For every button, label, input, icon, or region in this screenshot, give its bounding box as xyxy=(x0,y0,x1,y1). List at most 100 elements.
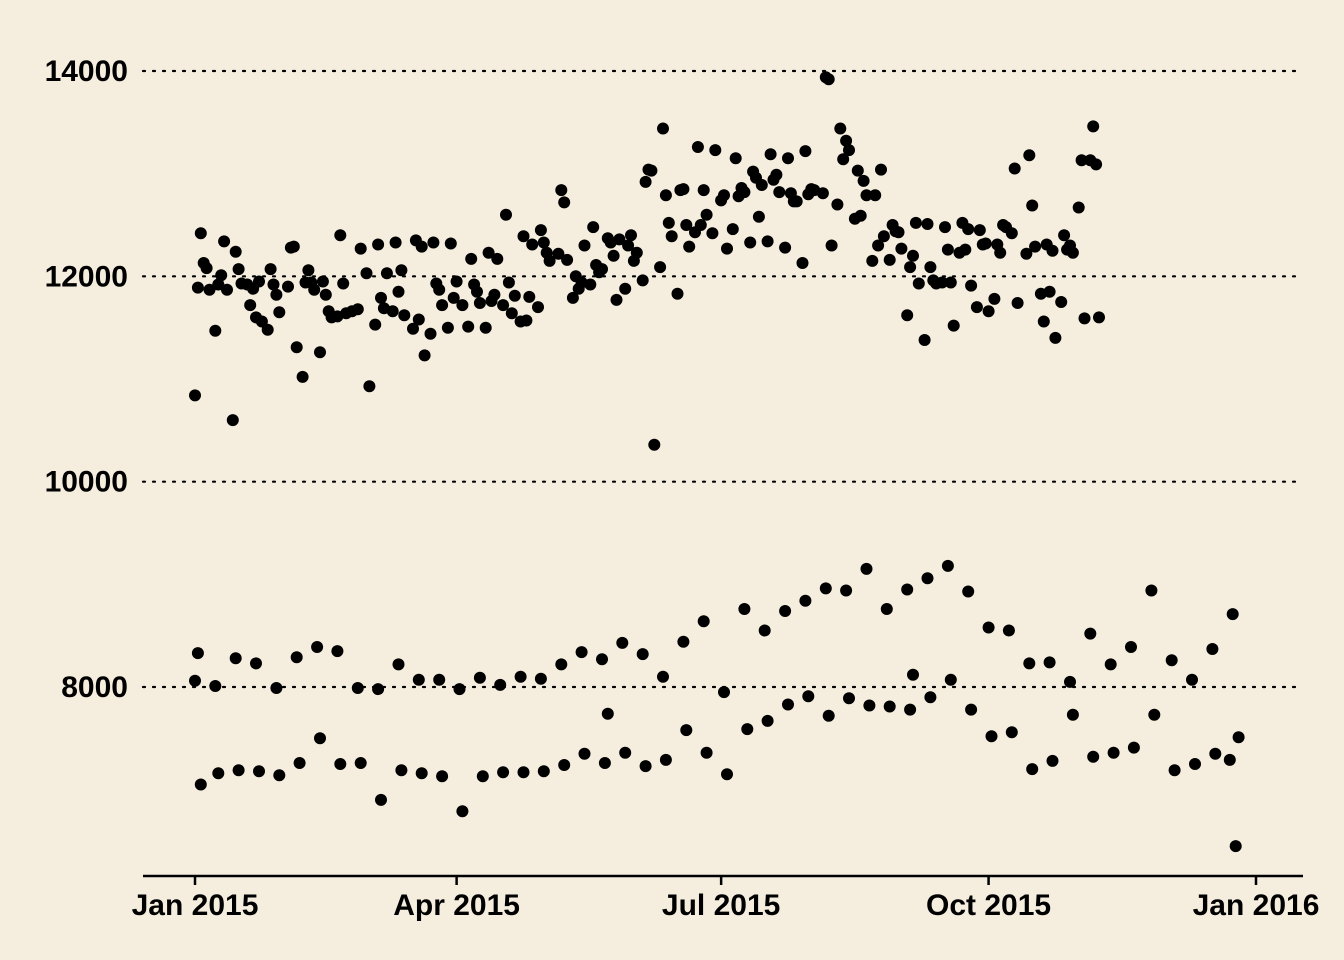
data-point xyxy=(677,635,690,648)
data-point xyxy=(360,267,373,280)
data-point xyxy=(1026,199,1039,212)
data-point xyxy=(863,699,876,712)
data-point xyxy=(630,246,643,259)
data-point xyxy=(209,324,222,337)
data-point xyxy=(453,683,466,696)
data-point xyxy=(970,301,983,314)
data-point xyxy=(203,283,216,296)
data-point xyxy=(726,223,739,236)
data-point xyxy=(892,226,905,239)
data-point xyxy=(517,766,530,779)
data-point xyxy=(816,187,829,200)
data-point xyxy=(218,235,231,248)
data-point xyxy=(782,152,794,165)
data-point xyxy=(883,700,896,713)
data-point xyxy=(901,583,914,596)
data-point xyxy=(875,163,887,176)
data-point xyxy=(680,219,693,231)
data-point xyxy=(662,216,675,229)
data-point xyxy=(834,122,847,135)
data-point xyxy=(1058,229,1071,242)
data-point xyxy=(375,291,387,304)
data-point xyxy=(282,280,294,293)
data-point xyxy=(473,671,486,684)
data-point xyxy=(415,767,428,780)
data-point xyxy=(584,278,597,291)
data-point xyxy=(456,805,469,818)
data-point xyxy=(936,276,949,289)
data-point xyxy=(354,757,367,769)
data-point xyxy=(375,793,387,806)
data-point xyxy=(912,277,925,290)
data-point xyxy=(296,370,309,383)
data-point xyxy=(488,288,501,301)
data-point xyxy=(1226,608,1239,621)
data-point xyxy=(412,673,425,686)
data-point xyxy=(334,758,347,770)
data-point xyxy=(293,757,306,769)
data-point xyxy=(904,261,917,274)
data-point xyxy=(860,562,873,575)
data-point xyxy=(738,186,751,199)
data-point xyxy=(639,760,652,773)
data-point xyxy=(1229,840,1242,853)
data-point xyxy=(779,241,792,254)
data-point xyxy=(1209,747,1222,760)
data-point xyxy=(1186,673,1198,686)
data-point xyxy=(407,322,419,335)
data-point xyxy=(645,164,658,177)
data-point xyxy=(872,239,885,252)
data-point xyxy=(287,240,300,253)
y-tick-label: 8000 xyxy=(61,671,128,704)
data-point xyxy=(790,195,803,208)
data-point xyxy=(854,209,867,222)
data-point xyxy=(939,221,951,234)
data-point xyxy=(947,319,960,332)
data-point xyxy=(319,288,332,301)
data-point xyxy=(779,605,792,617)
data-point xyxy=(866,254,879,267)
data-point xyxy=(941,559,954,572)
data-point xyxy=(534,672,547,685)
data-point xyxy=(314,346,326,359)
x-tick-label: Jan 2016 xyxy=(1193,889,1320,922)
data-point xyxy=(1023,149,1036,162)
data-point xyxy=(799,145,812,158)
data-point xyxy=(877,230,890,243)
data-point xyxy=(744,236,757,249)
data-point xyxy=(965,703,978,716)
data-point xyxy=(471,285,483,298)
data-point xyxy=(657,122,669,135)
data-point xyxy=(770,168,783,181)
data-point xyxy=(918,334,931,346)
data-point xyxy=(880,603,893,615)
x-axis: Jan 2015 Apr 2015 Jul 2015 Oct 2015 Jan 2016 xyxy=(132,874,1320,922)
data-point xyxy=(985,730,998,743)
data-point xyxy=(392,285,405,298)
data-point xyxy=(311,641,324,653)
data-point xyxy=(526,238,539,251)
data-point xyxy=(194,778,207,791)
data-point xyxy=(639,175,652,188)
data-point xyxy=(851,164,864,177)
data-point xyxy=(636,274,649,287)
data-point xyxy=(944,673,957,686)
data-point xyxy=(796,257,809,269)
data-point xyxy=(334,229,347,242)
data-point xyxy=(895,242,908,255)
data-point xyxy=(444,237,457,250)
data-point xyxy=(648,438,661,451)
data-point xyxy=(764,148,777,161)
data-point xyxy=(619,282,632,295)
data-point xyxy=(386,305,399,318)
data-point xyxy=(752,210,765,223)
data-point xyxy=(718,686,730,699)
data-point xyxy=(700,746,713,759)
data-point xyxy=(264,263,277,276)
data-point xyxy=(1002,624,1015,637)
data-point xyxy=(212,767,225,780)
data-point xyxy=(1023,657,1036,670)
data-point xyxy=(622,239,635,252)
data-point xyxy=(189,389,201,402)
data-point xyxy=(904,703,917,716)
